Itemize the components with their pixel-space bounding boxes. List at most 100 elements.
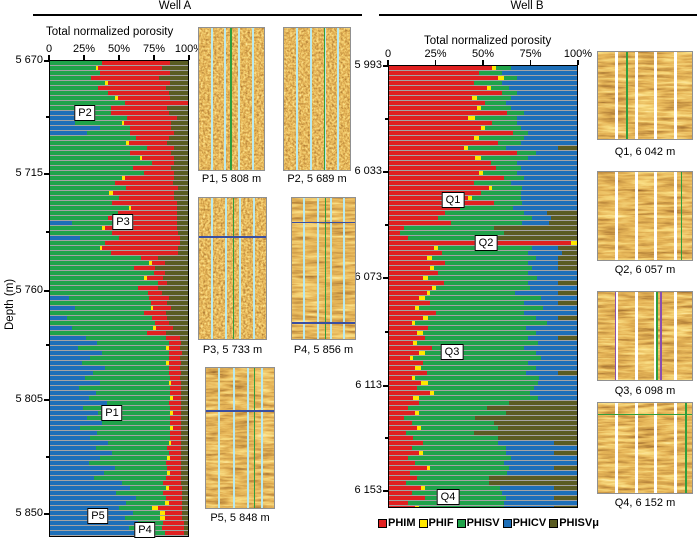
- bar-segment-r: [172, 411, 182, 415]
- photo-label: P2, 5 689 m: [287, 173, 347, 185]
- bar-segment-o: [179, 366, 188, 370]
- bar-segment-r: [389, 311, 436, 315]
- bar-segment-g: [50, 91, 108, 95]
- porosity-bar: [50, 306, 188, 310]
- bar-segment-o: [168, 91, 188, 95]
- porosity-bar: [50, 491, 188, 495]
- bar-segment-r: [168, 356, 180, 360]
- porosity-bar: [389, 371, 577, 375]
- bar-segment-g: [80, 236, 119, 240]
- bar-segment-r: [389, 291, 427, 295]
- bar-segment-o: [181, 471, 188, 475]
- bar-segment-o: [181, 436, 188, 440]
- bar-segment-r: [170, 416, 182, 420]
- porosity-bar: [50, 361, 188, 365]
- pad-gap-stripe: [261, 368, 264, 508]
- bar-segment-r: [142, 156, 175, 160]
- bar-segment-g: [443, 281, 529, 285]
- porosity-bar: [50, 356, 188, 360]
- bar-segment-b: [50, 481, 122, 485]
- bar-segment-g: [99, 456, 168, 460]
- borehole-image-q3: [597, 291, 693, 381]
- x-tick-label: 100%: [563, 48, 593, 60]
- bar-segment-b: [516, 91, 577, 95]
- bar-segment-g: [479, 136, 525, 140]
- bar-segment-o: [181, 361, 188, 365]
- porosity-bar: [50, 286, 188, 290]
- bar-segment-g: [407, 456, 512, 460]
- porosity-bar: [389, 276, 577, 280]
- bar-segment-g: [50, 156, 140, 160]
- bar-segment-g: [72, 221, 114, 225]
- depth-minor-tick: [46, 456, 49, 458]
- bar-segment-r: [152, 261, 165, 265]
- bar-segment-r: [389, 446, 412, 450]
- bar-segment-g: [121, 481, 164, 485]
- bar-segment-y: [471, 96, 478, 100]
- porosity-bar: [50, 466, 188, 470]
- bar-segment-b: [516, 121, 577, 125]
- bar-segment-r: [163, 536, 184, 537]
- porosity-bar: [50, 506, 188, 510]
- bar-segment-g: [95, 446, 168, 450]
- bar-segment-r: [389, 381, 421, 385]
- zone-label-p3: P3: [112, 214, 134, 230]
- bar-segment-r: [168, 366, 180, 370]
- porosity-bar: [50, 256, 188, 260]
- porosity-bar: [389, 286, 577, 290]
- porosity-bar: [50, 211, 188, 215]
- bar-segment-o: [174, 196, 188, 200]
- bar-segment-b: [501, 71, 577, 75]
- photo-label: P5, 5 848 m: [210, 512, 270, 524]
- porosity-bar: [389, 121, 577, 125]
- porosity-bar: [50, 496, 188, 500]
- well-b-plot: [388, 65, 578, 508]
- bar-segment-y: [422, 316, 429, 320]
- bar-segment-g: [420, 426, 499, 430]
- pad-gap-stripe: [654, 292, 658, 380]
- bar-segment-o: [181, 441, 188, 445]
- porosity-bar: [389, 256, 577, 260]
- bar-segment-g: [405, 481, 489, 485]
- bar-segment-b: [503, 461, 577, 465]
- bar-segment-r: [152, 316, 168, 320]
- bar-segment-g: [492, 121, 517, 125]
- bar-segment-o: [165, 331, 188, 335]
- bar-segment-o: [554, 466, 577, 470]
- legend-label: PHICV: [512, 517, 547, 529]
- porosity-bar: [389, 131, 577, 135]
- bar-segment-o: [174, 191, 188, 195]
- bar-segment-b: [50, 516, 125, 520]
- bar-segment-y: [150, 306, 154, 310]
- zone-label-p1: P1: [101, 405, 123, 421]
- porosity-bar: [389, 341, 577, 345]
- porosity-bar: [50, 396, 188, 400]
- bar-segment-r: [132, 166, 172, 170]
- porosity-bar: [389, 296, 577, 300]
- bar-segment-o: [181, 401, 188, 405]
- bar-segment-r: [170, 406, 182, 410]
- bar-segment-b: [541, 296, 577, 300]
- bar-segment-r: [110, 111, 169, 115]
- bar-segment-g: [50, 271, 154, 275]
- bar-segment-g: [77, 346, 166, 350]
- bar-segment-g: [106, 401, 169, 405]
- bar-segment-o: [182, 501, 188, 505]
- bar-segment-b: [50, 436, 91, 440]
- bar-segment-r: [389, 116, 468, 120]
- horizontal-marker-line: [206, 410, 274, 412]
- depth-tick-label: 5 760: [15, 284, 43, 296]
- borehole-image-p1: [198, 27, 265, 171]
- porosity-bar: [389, 446, 577, 450]
- porosity-bar: [50, 141, 188, 145]
- bar-segment-g: [501, 91, 517, 95]
- porosity-bar: [389, 81, 577, 85]
- bar-segment-g: [84, 376, 171, 380]
- bar-segment-r: [91, 76, 159, 80]
- bar-segment-b: [537, 341, 577, 345]
- bar-segment-r: [389, 326, 429, 330]
- accent-line: [232, 198, 234, 339]
- bar-segment-r: [119, 196, 175, 200]
- porosity-bar: [389, 76, 577, 80]
- bar-segment-o: [179, 336, 188, 340]
